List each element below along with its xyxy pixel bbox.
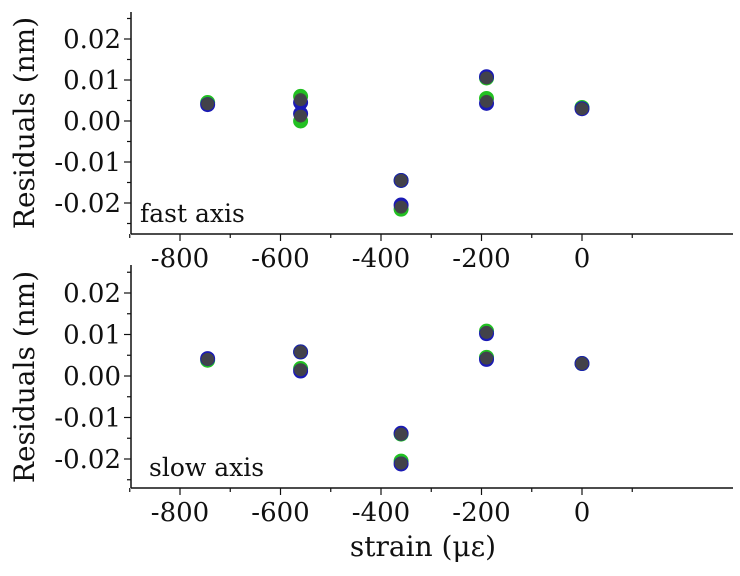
x-tick-label: 0 (574, 244, 591, 274)
data-point-dark (480, 94, 494, 108)
data-point-dark (201, 352, 215, 366)
slow-axis-annotation: slow axis (149, 453, 264, 482)
x-tick-label: -400 (352, 244, 410, 274)
x-tick-label: -200 (452, 498, 510, 528)
data-point-dark (394, 200, 408, 214)
y-tick-label: -0.02 (54, 445, 121, 475)
y-tick-label: -0.01 (54, 404, 121, 434)
x-tick-label: -600 (251, 244, 309, 274)
y-tick-label: -0.01 (54, 148, 121, 178)
data-point-dark (480, 71, 494, 85)
x-tick-label: -600 (251, 498, 309, 528)
y-tick-label: 0.02 (63, 279, 121, 309)
data-point-dark (294, 109, 308, 123)
y-tick-label: 0.00 (63, 362, 121, 392)
panel-slow-axis: 0.02 0.01 0.00 -0.01 -0.02 -800 -600 -400 -200 0 (54, 265, 733, 528)
y-tick-label: 0.01 (63, 66, 121, 96)
data-point-dark (394, 427, 408, 441)
data-point-dark (294, 345, 308, 359)
data-point-dark (480, 325, 494, 339)
data-point-dark (294, 363, 308, 377)
y-tick-label: 0.00 (63, 107, 121, 137)
data-point-dark (201, 97, 215, 111)
x-tick-label: -800 (151, 498, 209, 528)
y-tick-label: 0.02 (63, 25, 121, 55)
data-point-dark (294, 93, 308, 107)
x-axis-label: strain (με) (350, 530, 496, 563)
x-tick-label: -400 (352, 498, 410, 528)
data-point-dark (394, 173, 408, 187)
panel-fast-axis: 0.02 0.01 0.00 -0.01 -0.02 -800 -600 -400 -200 0 (54, 12, 733, 274)
top-y-axis-label: Residuals (nm) (8, 17, 41, 229)
fast-axis-annotation: fast axis (140, 199, 245, 228)
bottom-y-axis-label: Residuals (nm) (8, 271, 41, 483)
data-point-dark (394, 456, 408, 470)
data-point-dark (480, 351, 494, 365)
y-tick-label: 0.01 (63, 321, 121, 351)
data-point-dark (575, 102, 589, 116)
x-tick-label: 0 (574, 498, 591, 528)
x-tick-label: -200 (452, 244, 510, 274)
data-point-dark (575, 357, 589, 371)
y-tick-label: -0.02 (54, 189, 121, 219)
x-tick-label: -800 (151, 244, 209, 274)
